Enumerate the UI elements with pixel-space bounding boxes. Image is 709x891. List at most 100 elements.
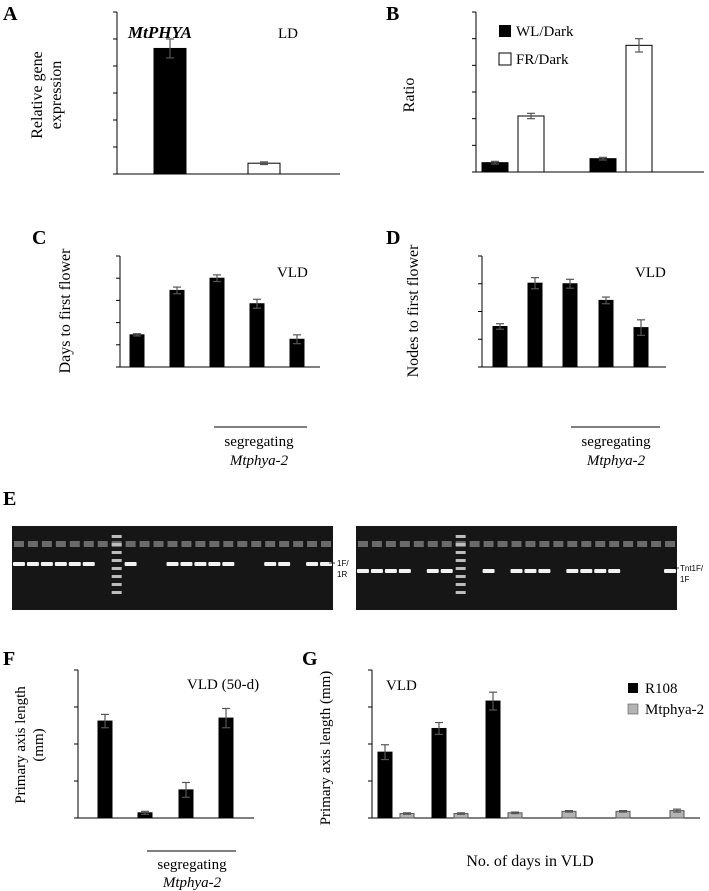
gel-well (55, 541, 66, 547)
chart-b: Ratio WL/Dark FR/Dark (401, 11, 704, 173)
gel-ladder-band (455, 543, 466, 546)
chart-f-group-sublabel: Mtphya-2 (162, 875, 222, 891)
gel-well (371, 541, 382, 547)
gel-band (482, 569, 495, 573)
gel-well (595, 541, 606, 547)
gel-ladder-band (111, 543, 122, 546)
chart-c-group-label: segregating (224, 434, 294, 450)
gel-band (306, 562, 319, 566)
gel-well (265, 541, 276, 547)
legend-swatch-fr-dark (498, 52, 512, 66)
chart-d-group-sublabel: Mtphya-2 (586, 453, 646, 469)
chart-d-bar (492, 325, 508, 368)
chart-a-bar (153, 47, 187, 175)
gel-well (97, 541, 108, 547)
gel-ladder-band (111, 591, 122, 594)
panel-letter-c: C (32, 227, 46, 249)
chart-f-group-label: segregating (157, 857, 227, 873)
gel-band (124, 562, 137, 566)
gel-well (223, 541, 234, 547)
gel-band (68, 562, 81, 566)
panel-letter-g: G (302, 648, 318, 670)
gel-ladder-band (455, 535, 466, 538)
chart-b-bar-s1 (589, 158, 617, 173)
chart-c-group-sublabel: Mtphya-2 (229, 453, 289, 469)
gel-well (469, 541, 480, 547)
gel-well (385, 541, 396, 547)
legend-swatch-wl-dark (499, 25, 511, 37)
chart-g: Primary axis length (mm) VLD No. of days… (318, 669, 704, 870)
gel-band (594, 569, 607, 573)
gel-band (664, 569, 677, 573)
gel-ladder-band (111, 551, 122, 554)
gel-well (83, 541, 94, 547)
gel-image-right (356, 526, 677, 610)
chart-a-annotation: LD (278, 26, 298, 42)
panel-letter-f: F (3, 648, 15, 670)
gel-well (483, 541, 494, 547)
gel-band (510, 569, 523, 573)
gel-band (608, 569, 621, 573)
gel-ladder-band (455, 551, 466, 554)
gel-well (623, 541, 634, 547)
gel-well (13, 541, 24, 547)
gel-well (525, 541, 536, 547)
gel-ladder-band (111, 575, 122, 578)
panel-letter-e: E (3, 488, 16, 510)
chart-d: Nodes to first flower VLD segregating Mt… (405, 244, 666, 469)
gel-band (524, 569, 537, 573)
gel-band (194, 562, 207, 566)
gel-band (40, 562, 53, 566)
gel-well (125, 541, 136, 547)
gel-band (54, 562, 67, 566)
chart-f: Primary axis length (mm) VLD (50-d) segre… (13, 669, 259, 891)
gel-ladder-band (455, 559, 466, 562)
gel-band (82, 562, 95, 566)
gel-ladder-band (455, 583, 466, 586)
gel-band (538, 569, 551, 573)
gel-band (208, 562, 221, 566)
gel-well (209, 541, 220, 547)
gel-marker-right-line2: 1F (680, 575, 689, 584)
panel-letter-a: A (3, 3, 18, 25)
gel-band (278, 562, 291, 566)
chart-f-annotation: VLD (50-d) (187, 677, 259, 693)
gel-well (665, 541, 676, 547)
chart-c-bar (129, 334, 145, 368)
gel-well (251, 541, 262, 547)
chart-c-annotation: VLD (277, 265, 308, 281)
chart-c-ylabel: Days to first flower (57, 248, 74, 374)
gel-well (399, 541, 410, 547)
chart-d-annotation: VLD (635, 265, 666, 281)
gel-well (69, 541, 80, 547)
chart-d-ylabel: Nodes to first flower (405, 244, 422, 378)
gel-band (370, 569, 383, 573)
chart-a-title: MtPHYA (127, 23, 192, 42)
gel-well (357, 541, 368, 547)
chart-a-ylabel: Relative gene expression (29, 51, 65, 139)
gel-well (153, 541, 164, 547)
gel-well (609, 541, 620, 547)
gel-ladder-band (455, 591, 466, 594)
gel-marker-left-line1: 1F/ (337, 559, 349, 568)
chart-c-bar (209, 277, 225, 368)
gel-well (567, 541, 578, 547)
gel-band (440, 569, 453, 573)
gel-well (413, 541, 424, 547)
legend-swatch-r108 (628, 683, 638, 693)
gel-well (321, 541, 332, 547)
gel-band (580, 569, 593, 573)
gel-band (26, 562, 39, 566)
gel-ladder-band (111, 583, 122, 586)
legend-label-wl-dark: WL/Dark (516, 24, 574, 40)
panel-letter-b: B (386, 3, 399, 25)
chart-c-bar (249, 303, 265, 368)
gel-well (497, 541, 508, 547)
gel-well (27, 541, 38, 547)
chart-c: Days to first flower VLD segregating Mtp… (57, 248, 320, 469)
chart-g-bar-s1 (431, 727, 447, 819)
gel-well (293, 541, 304, 547)
chart-g-annotation: VLD (386, 678, 417, 694)
chart-d-group-label: segregating (581, 434, 651, 450)
gel-band (566, 569, 579, 573)
